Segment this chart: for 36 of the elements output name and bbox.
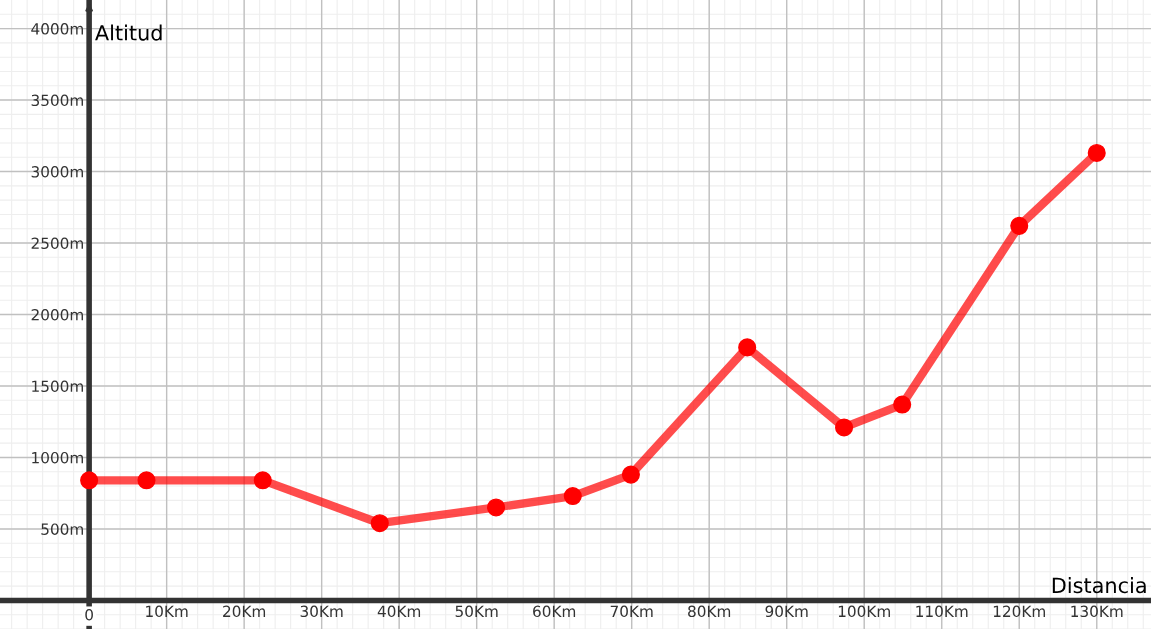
y-tick-label: 1000m	[32, 451, 83, 464]
y-tick-label: 3000m	[31, 166, 83, 178]
point	[487, 498, 506, 517]
x-tick-label: 70Km	[610, 605, 653, 618]
point	[137, 471, 156, 490]
point	[253, 471, 272, 490]
point	[621, 465, 640, 484]
y-axis-title: Altitud	[95, 24, 162, 41]
y-tick-label: 3500m	[31, 94, 83, 107]
y-tick-label: 2000m	[31, 308, 83, 321]
point	[893, 395, 912, 414]
x-tick-label: 60Km	[533, 605, 576, 618]
y-tick-label: 500m	[41, 523, 83, 535]
x-tick-label: 0	[85, 609, 93, 621]
point	[1087, 143, 1106, 162]
x-tick-label: 130Km	[1071, 605, 1123, 618]
point	[80, 471, 99, 490]
x-tick-label: 20Km	[223, 605, 266, 618]
x-axis-title: Distancia	[1052, 577, 1146, 594]
point	[370, 514, 389, 533]
x-tick-label: 40Km	[377, 605, 421, 618]
point	[563, 487, 582, 506]
y-tick-label: 2500m	[31, 237, 83, 250]
x-tick-label: 80Km	[688, 605, 731, 618]
x-tick-label: 90Km	[765, 605, 808, 618]
x-tick-label: 100Km	[838, 605, 890, 618]
x-tick-label: 30Km	[300, 605, 343, 618]
x-tick-label: 50Km	[455, 605, 498, 618]
point	[738, 338, 757, 357]
y-tick-label: 1500m	[32, 380, 83, 392]
x-tick-label: 10Km	[146, 605, 188, 618]
point	[1010, 216, 1029, 235]
x-tick-label: 110Km	[916, 605, 968, 618]
y-tick-label: 4000m	[31, 23, 83, 35]
point	[835, 418, 854, 437]
x-tick-label: 120Km	[993, 605, 1045, 618]
